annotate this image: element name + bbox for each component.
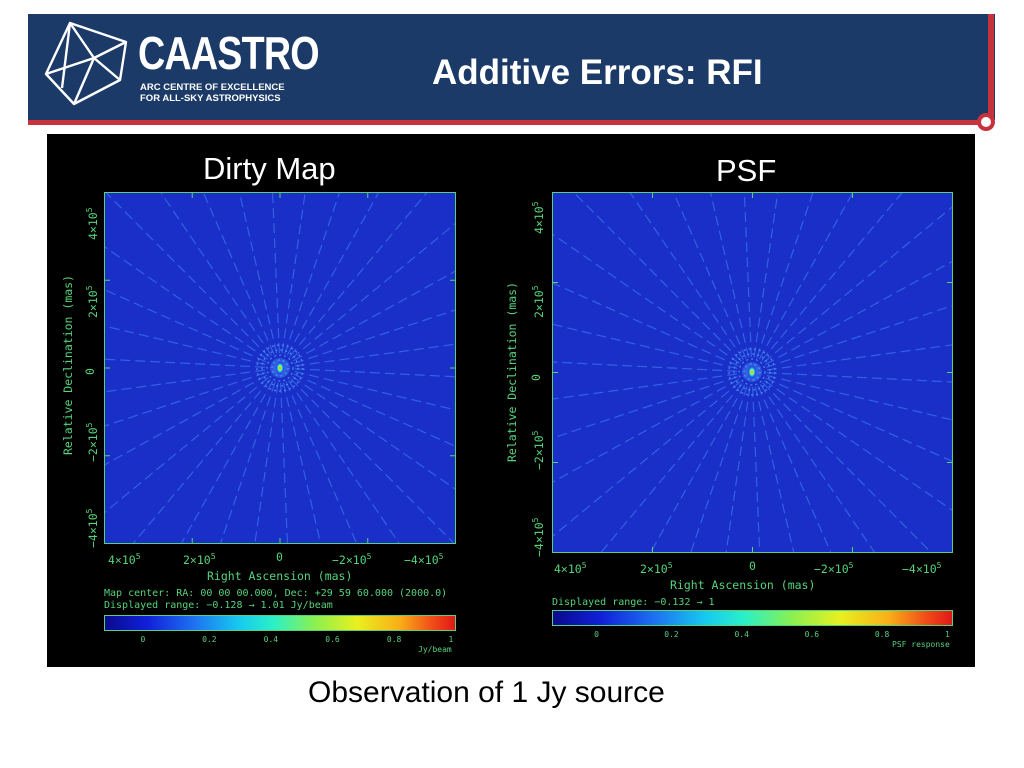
slide-caption: Observation of 1 Jy source xyxy=(308,676,665,709)
header-accent-line xyxy=(28,120,988,125)
left-ytick-4: −2×105 xyxy=(85,422,100,462)
colorbar-tick-label: 0 xyxy=(140,635,146,644)
accent-ring-icon xyxy=(977,113,995,131)
colorbar-tick-label: 0.8 xyxy=(386,635,402,644)
left-ytick-5: −4×105 xyxy=(85,508,100,548)
right-ylabel: Relative Declination (mas) xyxy=(505,281,519,462)
right-ytick-3: 0 xyxy=(529,374,543,381)
colorbar-tick-label: 0.6 xyxy=(804,630,820,639)
left-xtick-2: 2×105 xyxy=(183,552,216,567)
left-ytick-2: 2×105 xyxy=(85,285,100,318)
left-ytick-1: 4×105 xyxy=(85,207,100,240)
left-xtick-1: 4×105 xyxy=(108,552,141,567)
colorbar-tick-label: 0.4 xyxy=(263,635,279,644)
left-colorbar-unit: Jy/beam xyxy=(418,645,452,654)
right-ytick-4: −2×105 xyxy=(531,430,546,470)
right-xtick-4: −2×105 xyxy=(814,561,854,576)
colorbar-tick-label: 0.2 xyxy=(202,635,217,644)
left-range-text: Displayed range: −0.128 → 1.01 Jy/beam xyxy=(104,600,333,611)
right-colorbar-unit: PSF response xyxy=(892,640,950,649)
right-ytick-1: 4×105 xyxy=(531,201,546,234)
left-xtick-4: −2×105 xyxy=(332,552,372,567)
right-xtick-1: 4×105 xyxy=(554,561,587,576)
right-range-text: Displayed range: −0.132 → 1 xyxy=(552,597,715,608)
left-ylabel: Relative Declination (mas) xyxy=(61,274,75,455)
header-banner xyxy=(28,14,995,120)
colorbar-tick-label: 1 xyxy=(448,635,454,644)
caastro-logo-icon xyxy=(44,21,128,106)
colorbar-tick-label: 0 xyxy=(594,630,599,639)
left-colorbar xyxy=(104,615,456,631)
left-xtick-5: −4×105 xyxy=(404,552,444,567)
right-xtick-3: 0 xyxy=(749,559,756,573)
right-ytick-5: −4×105 xyxy=(531,517,546,557)
colorbar-tick-label: 1 xyxy=(944,630,950,639)
left-xtick-3: 0 xyxy=(276,550,283,564)
left-ytick-3: 0 xyxy=(83,368,97,375)
right-xlabel: Right Ascension (mas) xyxy=(670,578,816,592)
colorbar-tick-label: 0.8 xyxy=(874,630,890,639)
right-xtick-5: −4×105 xyxy=(902,561,942,576)
right-ytick-2: 2×105 xyxy=(531,285,546,318)
psf-plot xyxy=(552,192,953,553)
dirty-map-plot xyxy=(104,192,456,544)
colorbar-tick-label: 0.2 xyxy=(664,630,679,639)
right-colorbar xyxy=(552,610,953,626)
right-xtick-2: 2×105 xyxy=(640,561,673,576)
left-xlabel: Right Ascension (mas) xyxy=(207,569,353,583)
colorbar-tick-label: 0.4 xyxy=(734,630,749,639)
dirty-map-label: Dirty Map xyxy=(203,151,336,186)
slide-title: Additive Errors: RFI xyxy=(432,53,763,92)
map-center-text: Map center: RA: 00 00 00.000, Dec: +29 5… xyxy=(104,588,448,599)
logo-subtitle: ARC CENTRE OF EXCELLENCE FOR ALL-SKY AST… xyxy=(140,82,285,104)
header-accent-edge xyxy=(988,14,994,118)
psf-label: PSF xyxy=(716,153,777,188)
colorbar-tick-label: 0.6 xyxy=(325,635,340,644)
logo-wordmark: CAASTRO xyxy=(138,27,320,79)
